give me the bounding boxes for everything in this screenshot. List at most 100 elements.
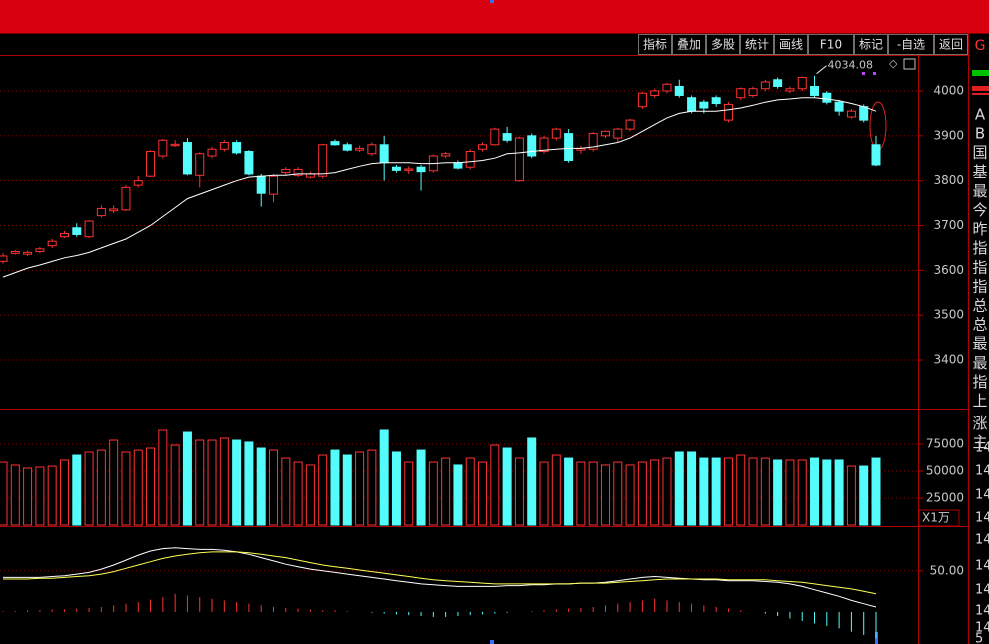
toolbar-button[interactable]: 返回 [934, 34, 968, 55]
button-bg[interactable] [808, 34, 854, 55]
candle-body [170, 143, 180, 147]
y-tick-label: 25000 [926, 491, 964, 505]
candle-body [760, 81, 770, 90]
candle-body [355, 147, 365, 151]
y-tick-label: 3600 [933, 263, 964, 277]
button-label[interactable]: 画线 [779, 38, 803, 52]
line-series [3, 547, 877, 608]
side-label: 今 [972, 201, 987, 219]
button-label[interactable]: 多股 [711, 38, 735, 52]
button-label[interactable]: 指标 [643, 37, 667, 52]
button-bg[interactable] [854, 34, 888, 55]
volume-bar [428, 461, 438, 526]
side-value: 14 [975, 559, 989, 574]
volume-bar [109, 439, 119, 526]
indicator [972, 70, 989, 76]
candle-body [551, 128, 561, 139]
toolbar-button[interactable]: 指标 [638, 34, 672, 55]
icon[interactable]: ◇ [889, 57, 898, 70]
volume-bar [170, 444, 180, 526]
annotation: 4034.08 [828, 59, 874, 72]
volume-bar [551, 454, 561, 526]
candle-body [674, 85, 684, 96]
button-bg[interactable] [888, 34, 934, 55]
button-label[interactable]: 返回 [939, 38, 963, 52]
button-bg[interactable] [638, 34, 672, 55]
side-label: A [975, 106, 986, 124]
candle-body [256, 175, 266, 194]
candle-body [478, 144, 488, 150]
volume-bar [490, 444, 500, 526]
volume-bar [699, 457, 709, 526]
volume-bar [269, 449, 279, 526]
candle-body [465, 151, 475, 168]
candle-body [59, 233, 69, 238]
candle-body [748, 88, 758, 96]
candle-body [699, 101, 709, 109]
side-label: 最 [972, 335, 987, 353]
toolbar-button[interactable]: -自选 [888, 34, 934, 55]
candle-body [244, 151, 254, 175]
volume-bar [256, 447, 266, 526]
button-label[interactable]: -自选 [897, 38, 925, 52]
toolbar: 指标 叠加 多股 统计 画线 F10 标记 -自选 返回 [638, 34, 968, 55]
candle-body [367, 144, 377, 155]
icon-button[interactable] [903, 58, 916, 70]
volume-bar [711, 457, 721, 526]
candle-body [736, 88, 746, 99]
candle-body [72, 227, 82, 235]
button-bg[interactable] [672, 34, 706, 55]
volume-bar [404, 461, 414, 526]
volume-bar [810, 457, 820, 526]
toolbar-button[interactable]: F10 [808, 34, 854, 55]
volume-bar [723, 457, 733, 526]
volume-bar [846, 465, 856, 526]
side-value: 14 [975, 533, 989, 548]
side-value: 14 [975, 621, 989, 636]
button-bg[interactable] [706, 34, 740, 55]
button-bg[interactable] [934, 34, 968, 55]
axis-label: X1万 [922, 511, 950, 525]
button-label[interactable]: 统计 [745, 38, 769, 52]
candle-body [502, 133, 512, 141]
candle-body [834, 101, 844, 112]
side-label: 最 [972, 354, 987, 372]
candle-body [293, 168, 303, 176]
toolbar-button[interactable]: 画线 [774, 34, 808, 55]
volume-bar [96, 449, 106, 526]
button-label[interactable]: F10 [820, 38, 842, 52]
volume-bar [355, 451, 365, 526]
volume-bar [441, 457, 451, 526]
candle-body [711, 97, 721, 105]
volume-bar [10, 464, 20, 526]
volume-bar [453, 464, 463, 526]
button-bg[interactable] [740, 34, 774, 55]
toolbar-button[interactable]: 统计 [740, 34, 774, 55]
side-value: 14 [975, 464, 989, 479]
candle-body [441, 153, 451, 157]
toolbar-button[interactable]: 标记 [854, 34, 888, 55]
side-value: 5 [975, 632, 983, 644]
annotation-pointer [816, 65, 827, 75]
toolbar-button[interactable]: 叠加 [672, 34, 706, 55]
volume-bar [84, 451, 94, 526]
line-series [2, 97, 877, 278]
dot [862, 72, 865, 75]
candle-body [109, 208, 119, 212]
button-label[interactable]: 标记 [859, 38, 883, 52]
volume-bar [244, 441, 254, 526]
volume-bar [797, 459, 807, 526]
button-bg[interactable] [774, 34, 808, 55]
candle-body [158, 139, 168, 157]
candle-body [23, 251, 33, 255]
toolbar-button[interactable]: 多股 [706, 34, 740, 55]
button-label[interactable]: 叠加 [677, 38, 701, 52]
candle-body [391, 166, 401, 171]
line-series [3, 551, 877, 595]
candle-body [269, 175, 279, 195]
candle-body [318, 144, 328, 177]
volume-bar [35, 466, 45, 526]
candle-body [785, 88, 795, 92]
candle-body [84, 220, 94, 238]
